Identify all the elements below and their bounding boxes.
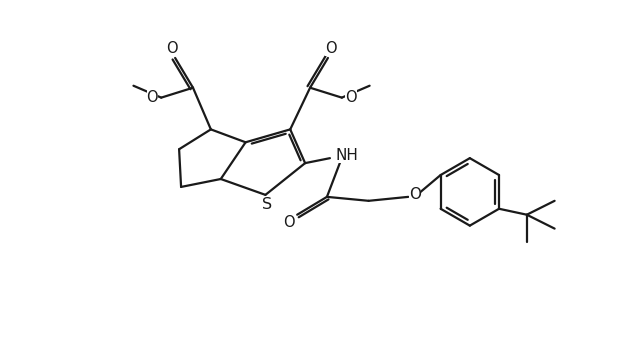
Text: O: O	[345, 90, 356, 105]
Text: O: O	[166, 41, 178, 56]
Text: S: S	[262, 197, 273, 212]
Text: O: O	[284, 215, 295, 230]
Text: NH: NH	[335, 148, 358, 163]
Text: O: O	[409, 187, 421, 202]
Text: O: O	[325, 41, 337, 56]
Text: O: O	[147, 90, 158, 105]
